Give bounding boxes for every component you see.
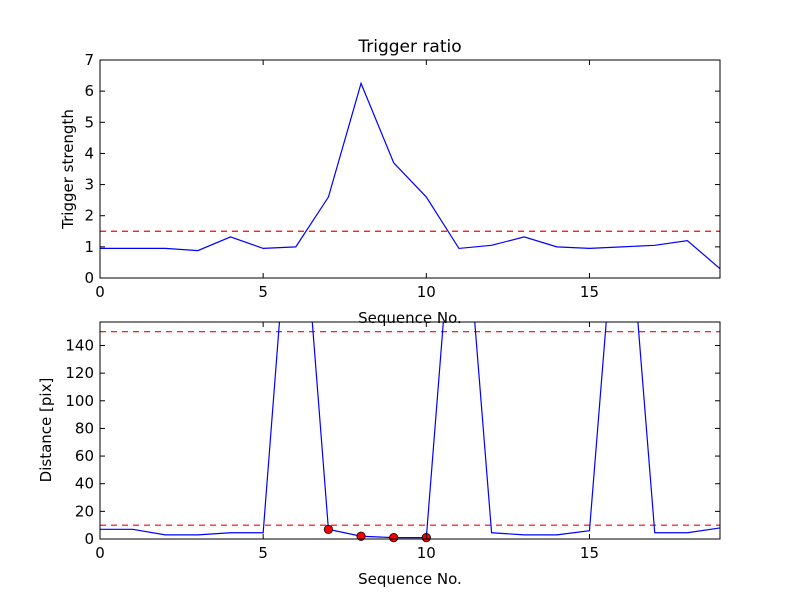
- y-tick-label: 2: [84, 207, 94, 225]
- x-tick-label: 5: [258, 544, 268, 562]
- data-point-marker: [389, 533, 399, 543]
- plot-area: 0 5 10 15 0 20 40 60 80 100 120 140: [65, 321, 721, 562]
- series-line: [100, 81, 720, 270]
- axes-frame: [99, 59, 721, 279]
- chart-title: Trigger ratio: [357, 37, 461, 57]
- series-line: [100, 322, 720, 539]
- y-tick-label: 60: [75, 447, 94, 465]
- y-tick-label: 1: [84, 238, 94, 256]
- y-tick-label: 100: [65, 392, 94, 410]
- x-tick-label: 10: [417, 544, 436, 562]
- y-tick-label: 20: [75, 502, 94, 520]
- y-tick-label: 3: [84, 176, 94, 194]
- x-tick-label: 5: [258, 283, 268, 301]
- y-tick-label: 120: [65, 364, 94, 382]
- x-axis-label: Sequence No.: [358, 309, 462, 327]
- data-point-marker: [356, 531, 366, 541]
- y-tick-label: 5: [84, 113, 94, 131]
- y-tick-label: 0: [84, 269, 94, 287]
- data-point-marker: [323, 524, 334, 534]
- x-tick-label: 15: [580, 544, 599, 562]
- distance-panel: Distance [pix] Sequence No. 0 5 10 15 0 20 40 6…: [37, 321, 721, 588]
- x-axis-label: Sequence No.: [358, 570, 462, 588]
- y-tick-label: 40: [75, 475, 94, 493]
- y-tick-label: 80: [75, 419, 94, 437]
- plot-content: [100, 322, 720, 539]
- y-tick-label: 0: [84, 530, 94, 548]
- y-axis-label: Distance [pix]: [37, 378, 55, 483]
- x-tick-label: 0: [95, 283, 105, 301]
- y-tick-label: 140: [65, 336, 94, 354]
- axes-frame: [99, 321, 721, 540]
- plot-area: 0 5 10 15 0 1 2 3 4 5 6 7: [84, 51, 721, 301]
- y-tick-label: 4: [84, 144, 94, 162]
- x-tick-label: 0: [95, 544, 105, 562]
- x-tick-label: 15: [580, 283, 599, 301]
- y-axis-label: Trigger strength: [59, 109, 77, 230]
- y-tick-label: 7: [84, 51, 94, 69]
- x-tick-label: 10: [417, 283, 436, 301]
- plot-content: [100, 81, 720, 270]
- y-tick-label: 6: [84, 82, 94, 100]
